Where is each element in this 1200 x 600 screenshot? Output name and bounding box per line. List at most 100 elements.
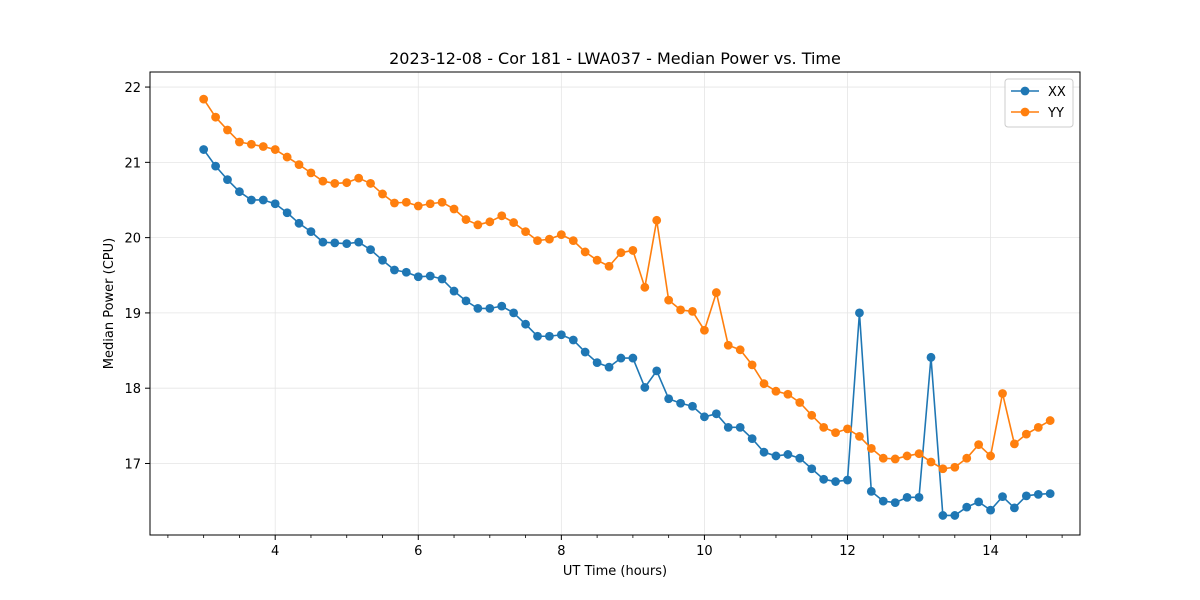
data-point-xx [199, 145, 209, 154]
y-tick-label: 20 [124, 232, 141, 247]
y-tick-label: 19 [124, 307, 141, 322]
data-point-xx [831, 477, 840, 486]
data-point-yy [223, 125, 232, 135]
data-point-yy [843, 424, 852, 434]
data-point-yy [878, 453, 888, 463]
data-point-yy [342, 178, 352, 188]
data-point-xx [771, 451, 781, 461]
data-point-yy [521, 227, 530, 237]
data-point-xx [759, 447, 769, 457]
data-point-yy [890, 454, 900, 464]
data-point-xx [461, 296, 471, 306]
data-point-yy [449, 204, 459, 214]
data-point-yy [950, 462, 960, 472]
data-point-yy [211, 112, 221, 122]
legend-marker-xx [1020, 86, 1030, 96]
legend-marker-yy [1020, 107, 1030, 117]
data-point-yy [1021, 429, 1031, 439]
data-point-xx [735, 422, 745, 432]
data-point-xx [318, 237, 328, 247]
data-point-xx [235, 187, 244, 197]
data-point-yy [902, 451, 912, 461]
data-point-yy [747, 360, 757, 370]
data-point-yy [378, 189, 387, 199]
data-point-yy [413, 201, 423, 211]
data-point-yy [664, 295, 674, 305]
data-point-yy [556, 230, 566, 240]
data-point-yy [640, 282, 650, 292]
data-point-xx [1021, 491, 1031, 501]
data-point-yy [866, 444, 876, 453]
x-tick-label: 12 [839, 544, 856, 559]
legend-label-yy: YY [1047, 106, 1064, 121]
data-point-xx [604, 362, 614, 372]
data-point-yy [294, 160, 304, 170]
data-point-xx [354, 237, 364, 247]
data-point-yy [1045, 416, 1055, 425]
data-point-yy [533, 236, 542, 246]
data-point-yy [807, 410, 817, 420]
data-point-xx [700, 412, 709, 422]
x-axis-label: UT Time (hours) [563, 564, 667, 579]
data-point-xx [425, 271, 435, 281]
data-point-xx [390, 265, 399, 275]
grid-layer [150, 72, 1080, 535]
data-point-xx [616, 353, 626, 363]
data-point-yy [938, 464, 948, 474]
data-point-xx [366, 245, 375, 255]
data-point-xx [807, 464, 817, 474]
data-point-xx [938, 511, 948, 520]
y-tick-label: 17 [124, 457, 141, 472]
data-point-yy [390, 198, 399, 208]
data-point-yy [1010, 439, 1019, 449]
data-point-yy [270, 145, 280, 154]
data-point-xx [282, 208, 292, 218]
x-tick-label: 8 [557, 544, 565, 559]
data-point-xx [652, 366, 662, 376]
legend: XX YY [1004, 78, 1074, 128]
data-point-xx [902, 492, 912, 502]
data-point-xx [473, 303, 483, 313]
data-point-xx [306, 227, 316, 237]
data-point-yy [616, 248, 626, 258]
data-point-yy [568, 236, 578, 246]
data-point-xx [437, 274, 447, 284]
data-point-yy [962, 453, 972, 463]
data-point-xx [783, 450, 793, 459]
data-point-yy [592, 255, 602, 265]
data-point-xx [878, 496, 888, 506]
data-point-yy [246, 139, 256, 149]
data-point-xx [342, 239, 352, 249]
data-point-yy [998, 389, 1007, 398]
data-point-yy [199, 94, 209, 104]
data-point-yy [711, 288, 721, 297]
data-point-yy [1033, 422, 1043, 432]
plot-area-frame [149, 71, 1081, 536]
data-point-xx [330, 238, 340, 248]
data-point-xx [270, 199, 280, 209]
data-point-xx [688, 401, 697, 411]
data-point-yy [783, 389, 793, 399]
data-point-yy [723, 340, 733, 350]
x-tick-label: 4 [271, 544, 279, 559]
data-point-xx [211, 161, 221, 171]
data-point-yy [473, 220, 483, 230]
y-tick-label: 21 [124, 156, 141, 171]
data-point-yy [759, 379, 769, 389]
data-point-yy [926, 457, 936, 467]
data-point-yy [986, 451, 995, 461]
data-point-xx [950, 511, 960, 520]
chart-title: 2023-12-08 - Cor 181 - LWA037 - Median P… [389, 49, 841, 68]
data-point-yy [485, 217, 495, 227]
data-point-xx [843, 475, 852, 485]
data-point-yy [401, 197, 411, 207]
data-point-xx [664, 394, 674, 404]
data-point-yy [652, 215, 662, 225]
data-point-xx [747, 434, 757, 444]
data-point-xx [449, 286, 459, 296]
data-point-xx [246, 195, 256, 205]
data-point-yy [628, 246, 638, 255]
data-point-xx [568, 335, 578, 345]
data-point-yy [688, 307, 697, 316]
